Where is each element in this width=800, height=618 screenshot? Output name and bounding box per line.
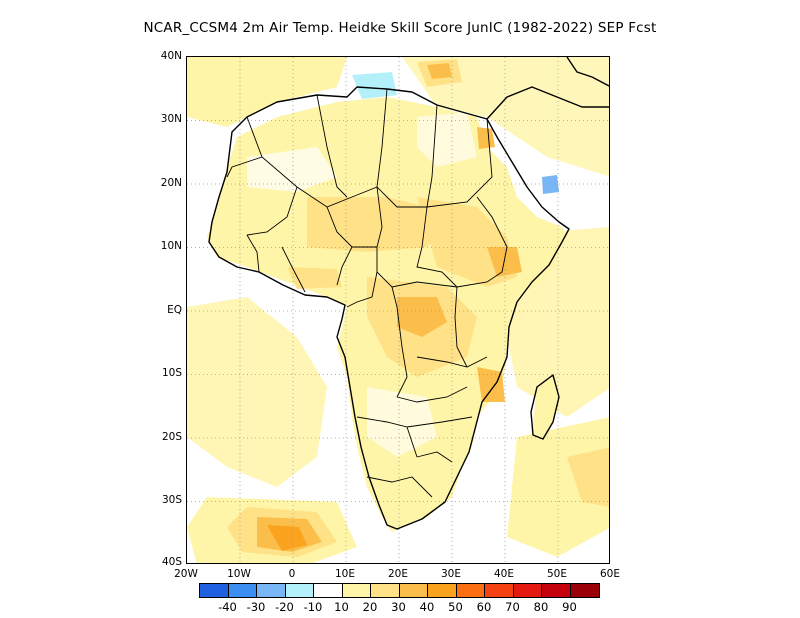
- colorbar-swatch: [228, 584, 257, 597]
- colorbar-swatch: [285, 584, 314, 597]
- colorbar-label: 60: [476, 600, 492, 614]
- lon-label-60e: 60E: [600, 568, 620, 580]
- lat-label-20n: 20N: [160, 177, 182, 189]
- lon-label-50e: 50E: [547, 568, 567, 580]
- lat-label-40s: 40S: [161, 556, 182, 568]
- lat-label-10n: 10N: [160, 240, 182, 252]
- colorbar-label: -10: [303, 600, 323, 614]
- colorbar-swatch: [570, 584, 599, 597]
- colorbar-swatch: [485, 584, 514, 597]
- africa-skill-map: [187, 57, 609, 563]
- colorbar-label: -40: [218, 600, 237, 614]
- colorbar-swatch: [200, 584, 229, 597]
- lat-label-40n: 40N: [160, 50, 182, 62]
- colorbar-label: 70: [505, 600, 520, 614]
- lat-label-30s: 30S: [161, 494, 182, 506]
- colorbar-swatch: [342, 584, 371, 597]
- lon-label-10w: 10W: [227, 568, 251, 580]
- colorbar-label: 90: [562, 600, 577, 614]
- coastlines: [208, 57, 609, 530]
- lon-label-20e: 20E: [388, 568, 408, 580]
- africa-landmass: [207, 97, 567, 532]
- colorbar-label: 10: [334, 600, 349, 614]
- lon-label-0: 0: [288, 568, 296, 580]
- colorbar-label: 20: [362, 600, 378, 614]
- lat-label-30n: 30N: [160, 113, 182, 125]
- country-borders: [226, 88, 508, 498]
- colorbar-label: -30: [246, 600, 266, 614]
- colorbar-label: -20: [275, 600, 294, 614]
- lat-lon-grid: [187, 57, 609, 563]
- map-panel: [186, 56, 610, 564]
- colorbar-swatch: [542, 584, 571, 597]
- colorbar-swatch: [456, 584, 485, 597]
- colorbar-label: 40: [419, 600, 435, 614]
- lon-label-30e: 30E: [441, 568, 461, 580]
- lon-label-40e: 40E: [494, 568, 514, 580]
- colorbar-swatch: [257, 584, 286, 597]
- colorbar-swatch: [371, 584, 400, 597]
- lon-label-10e: 10E: [335, 568, 355, 580]
- colorbar-label: 30: [391, 600, 406, 614]
- colorbar: [199, 583, 600, 598]
- lon-label-20w: 20W: [174, 568, 198, 580]
- page-title: NCAR_CCSM4 2m Air Temp. Heidke Skill Sco…: [143, 20, 657, 36]
- colorbar-swatch: [428, 584, 457, 597]
- colorbar-label: 80: [533, 600, 549, 614]
- colorbar-label: 50: [448, 600, 463, 614]
- colorbar-swatch: [314, 584, 343, 597]
- lat-label-eq: EQ: [167, 304, 182, 316]
- colorbar-swatch: [399, 584, 428, 597]
- colorbar-swatch: [513, 584, 542, 597]
- lat-label-10s: 10S: [161, 367, 182, 379]
- lat-label-20s: 20S: [161, 431, 182, 443]
